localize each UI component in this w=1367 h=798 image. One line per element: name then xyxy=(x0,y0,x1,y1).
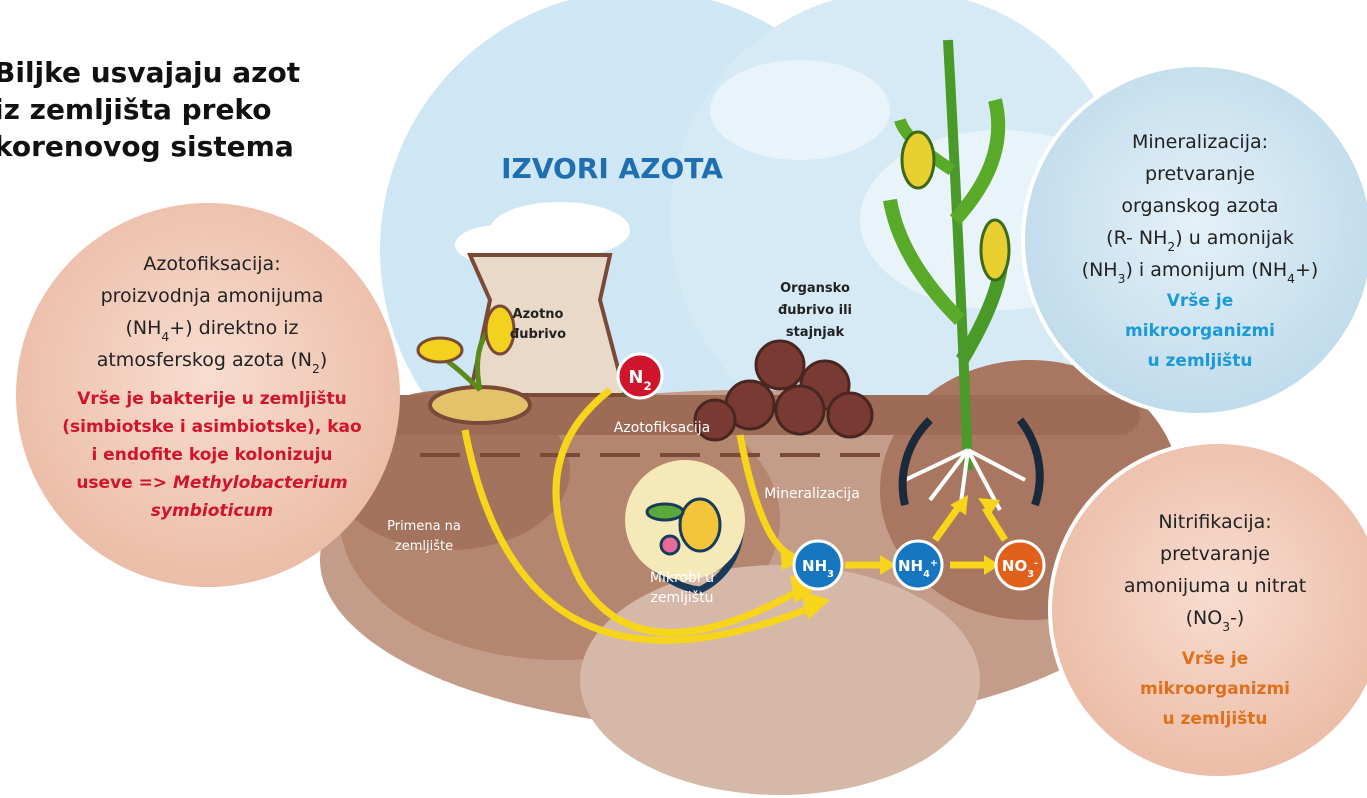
callout-text-part: ) xyxy=(320,349,327,371)
title-line: iz zemljišta preko xyxy=(0,93,272,126)
callout-emphasis-part: Vrše je bakterije u zemljištu xyxy=(77,389,346,409)
label-part: zemljište xyxy=(395,539,453,554)
callout-text-part: ) i amonijum (NH xyxy=(1125,259,1287,281)
callout-text-part: +) xyxy=(1295,259,1318,281)
callout-emphasis-part: u zemljištu xyxy=(1163,709,1268,729)
label-part: đubrivo ili xyxy=(778,303,852,318)
callout-text-part: amonijuma u nitrat xyxy=(1124,575,1306,597)
callout-emphasis-part: Vrše je xyxy=(1167,291,1233,311)
title-line: Biljke usvajaju azot xyxy=(0,56,300,89)
callout-text: proizvodnja amonijuma xyxy=(101,285,324,307)
badge-label-part: NH xyxy=(802,557,827,575)
callout-emphasis-part: u zemljištu xyxy=(1148,351,1253,371)
callout-emphasis: Vrše je xyxy=(1167,291,1233,311)
callout-text: pretvaranje xyxy=(1145,163,1255,185)
callout-text-part: 3 xyxy=(1118,272,1126,286)
callout-emphasis: useve => Methylobacterium xyxy=(76,473,347,493)
callout-emphasis-part: useve => xyxy=(76,473,173,493)
callout-emphasis: symbioticum xyxy=(151,501,273,521)
callout-text-part: (R- NH xyxy=(1106,227,1167,249)
diagram: IZVORI AZOTA Biljke usvajaju azot iz zeml… xyxy=(0,0,1367,798)
label: Azotofiksacija xyxy=(614,420,710,436)
label-part: Organsko xyxy=(780,281,850,296)
label-part: Mineralizacija xyxy=(764,486,860,502)
callout-text-part: 2 xyxy=(312,362,320,376)
callout-emphasis-part: Vrše je xyxy=(1182,649,1248,669)
callout-emphasis-part: Methylobacterium xyxy=(173,473,348,493)
badge-label-part: 3 xyxy=(827,569,834,580)
callout-text: Nitrifikacija: xyxy=(1158,511,1271,533)
label-part: Azotno xyxy=(513,307,564,322)
callout-text-part: +) direktno iz xyxy=(169,317,298,339)
callout-emphasis-part: i endofite koje kolonizuju xyxy=(91,445,332,465)
callout-text-part: Azotofiksacija: xyxy=(143,253,280,275)
label-part: đubrivo xyxy=(510,327,566,342)
callout-emphasis: mikroorganizmi xyxy=(1140,679,1290,699)
callout-text: organskog azota xyxy=(1121,195,1278,217)
heading: IZVORI AZOTA xyxy=(501,152,723,185)
callout-text: Mineralizacija: xyxy=(1132,131,1268,153)
callout-emphasis-part: (simbiotske i asimbiotske), kao xyxy=(62,417,361,437)
callout-emphasis-part: symbioticum xyxy=(151,501,273,521)
callout-text-part: 3 xyxy=(1222,620,1230,634)
badge-label-part: N xyxy=(628,367,643,388)
badge-label-part: 2 xyxy=(643,379,651,393)
label-part: zemljištu xyxy=(651,590,714,606)
badge-label-part: - xyxy=(1034,558,1038,569)
callout-emphasis: u zemljištu xyxy=(1148,351,1253,371)
callout-text-part: -) xyxy=(1230,607,1244,629)
callout-emphasis-part: mikroorganizmi xyxy=(1125,321,1275,341)
callout-text-part: 2 xyxy=(1167,240,1175,254)
callout-emphasis: u zemljištu xyxy=(1163,709,1268,729)
title-line: korenovog sistema xyxy=(0,130,294,163)
label: đubrivo xyxy=(510,327,566,342)
callout-text-part: pretvaranje xyxy=(1145,163,1255,185)
label: zemljište xyxy=(395,539,453,554)
label-part: Mikrobi u xyxy=(650,570,714,586)
callout-text-part: (NO xyxy=(1186,607,1223,629)
badge-label-part: 4 xyxy=(923,569,930,580)
label: Organsko xyxy=(780,281,850,296)
callout-text-part: 4 xyxy=(1287,272,1295,286)
callout-text-part: Nitrifikacija: xyxy=(1158,511,1271,533)
callout-emphasis: Vrše je bakterije u zemljištu xyxy=(77,389,346,409)
label: đubrivo ili xyxy=(778,303,852,318)
callout-emphasis: (simbiotske i asimbiotske), kao xyxy=(62,417,361,437)
label-part: Azotofiksacija xyxy=(614,420,710,436)
callout-text-part: (NH xyxy=(1082,259,1118,281)
label: Mineralizacija xyxy=(764,486,860,502)
callout-text-part: proizvodnja amonijuma xyxy=(101,285,324,307)
callout-emphasis-part: mikroorganizmi xyxy=(1140,679,1290,699)
callout-text-part: 4 xyxy=(161,330,169,344)
callout-text: pretvaranje xyxy=(1160,543,1270,565)
callout-text-part: organskog azota xyxy=(1121,195,1278,217)
callout-text: Azotofiksacija: xyxy=(143,253,280,275)
label: Azotno xyxy=(513,307,564,322)
badge-label-part: + xyxy=(930,558,938,569)
label: zemljištu xyxy=(651,590,714,606)
badge-label-part: NH xyxy=(898,557,923,575)
badge-label-part: NO xyxy=(1002,557,1027,575)
callout-text-part: Mineralizacija: xyxy=(1132,131,1268,153)
callout-emphasis: i endofite koje kolonizuju xyxy=(91,445,332,465)
label-part: stajnjak xyxy=(786,325,845,340)
label-part: Primena na xyxy=(387,519,461,534)
badge-label-part: 3 xyxy=(1027,569,1034,580)
callout-emphasis: mikroorganizmi xyxy=(1125,321,1275,341)
callout-text: amonijuma u nitrat xyxy=(1124,575,1306,597)
callout-text-part: ) u amonijak xyxy=(1175,227,1294,249)
label: Primena na xyxy=(387,519,461,534)
callout-text-part: (NH xyxy=(126,317,162,339)
callout-text-part: pretvaranje xyxy=(1160,543,1270,565)
label: stajnjak xyxy=(786,325,845,340)
label: Mikrobi u xyxy=(650,570,714,586)
callout-emphasis: Vrše je xyxy=(1182,649,1248,669)
callout-text-part: atmosferskog azota (N xyxy=(97,349,312,371)
